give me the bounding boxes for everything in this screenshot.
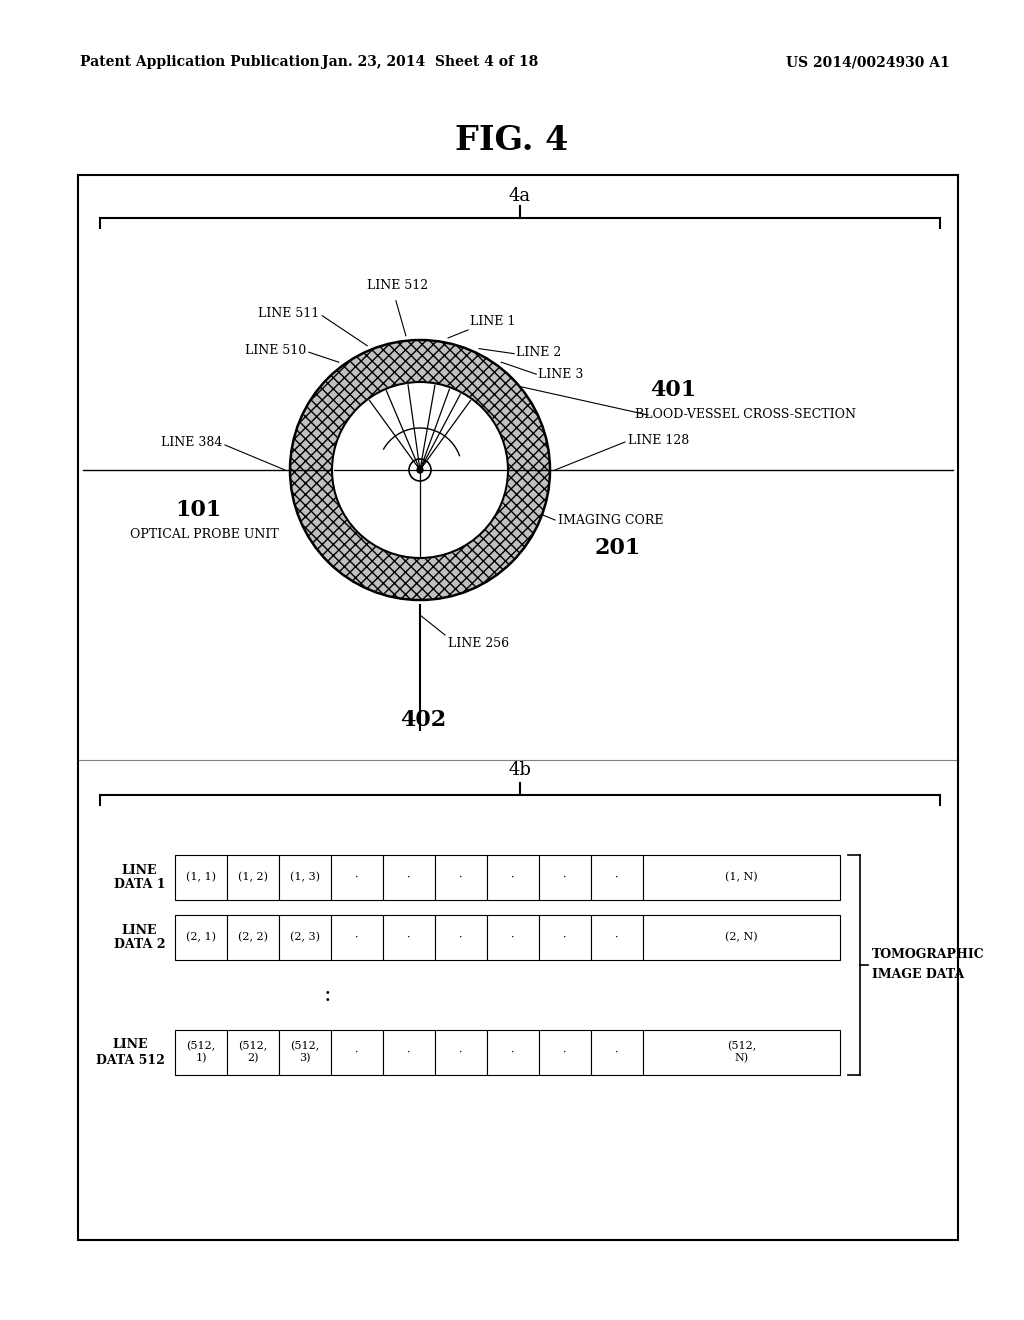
Text: TOMOGRAPHIC: TOMOGRAPHIC bbox=[872, 949, 985, 961]
Bar bbox=[435, 855, 487, 900]
Bar bbox=[591, 855, 643, 900]
Circle shape bbox=[290, 341, 550, 601]
Text: ·: · bbox=[563, 873, 566, 883]
Bar bbox=[539, 915, 591, 960]
Text: LINE 511: LINE 511 bbox=[258, 308, 319, 321]
Text: ·: · bbox=[615, 1048, 618, 1057]
Text: ·: · bbox=[459, 932, 463, 942]
Bar bbox=[331, 1030, 383, 1074]
Bar bbox=[227, 1030, 279, 1074]
Bar bbox=[539, 855, 591, 900]
Text: (512,
2): (512, 2) bbox=[239, 1041, 267, 1064]
Text: :: : bbox=[324, 983, 331, 1006]
Text: (1, N): (1, N) bbox=[725, 873, 758, 883]
Circle shape bbox=[332, 381, 508, 558]
Text: LINE 512: LINE 512 bbox=[368, 280, 428, 292]
Text: ·: · bbox=[408, 873, 411, 883]
Text: (2, 3): (2, 3) bbox=[290, 932, 319, 942]
Text: ·: · bbox=[459, 873, 463, 883]
Text: (2, 1): (2, 1) bbox=[186, 932, 216, 942]
Circle shape bbox=[409, 459, 431, 480]
Bar bbox=[487, 855, 539, 900]
Bar bbox=[383, 855, 435, 900]
Text: FIG. 4: FIG. 4 bbox=[456, 124, 568, 157]
Text: 4b: 4b bbox=[509, 762, 531, 779]
Text: Patent Application Publication: Patent Application Publication bbox=[80, 55, 319, 69]
Text: ·: · bbox=[563, 932, 566, 942]
Bar bbox=[175, 915, 227, 960]
Bar bbox=[643, 855, 840, 900]
Text: BLOOD-VESSEL CROSS-SECTION: BLOOD-VESSEL CROSS-SECTION bbox=[635, 408, 856, 421]
Bar bbox=[487, 915, 539, 960]
Bar bbox=[383, 915, 435, 960]
Text: ·: · bbox=[511, 1048, 515, 1057]
Text: ·: · bbox=[355, 1048, 358, 1057]
Text: 101: 101 bbox=[175, 499, 221, 521]
Text: IMAGING CORE: IMAGING CORE bbox=[558, 513, 664, 527]
Text: Jan. 23, 2014  Sheet 4 of 18: Jan. 23, 2014 Sheet 4 of 18 bbox=[322, 55, 539, 69]
Text: (1, 2): (1, 2) bbox=[238, 873, 268, 883]
Text: LINE 128: LINE 128 bbox=[628, 433, 689, 446]
Text: (1, 3): (1, 3) bbox=[290, 873, 319, 883]
Bar bbox=[175, 855, 227, 900]
Bar bbox=[435, 1030, 487, 1074]
Text: LINE 2: LINE 2 bbox=[516, 346, 561, 359]
Text: 402: 402 bbox=[400, 709, 446, 731]
Text: ·: · bbox=[563, 1048, 566, 1057]
Circle shape bbox=[290, 341, 550, 601]
Text: LINE 510: LINE 510 bbox=[245, 343, 306, 356]
Text: IMAGE DATA: IMAGE DATA bbox=[872, 969, 965, 982]
Bar bbox=[279, 915, 331, 960]
Text: ·: · bbox=[459, 1048, 463, 1057]
Bar bbox=[279, 1030, 331, 1074]
Bar bbox=[175, 1030, 227, 1074]
Bar bbox=[487, 1030, 539, 1074]
Text: (1, 1): (1, 1) bbox=[186, 873, 216, 883]
Bar bbox=[78, 176, 958, 1239]
Text: LINE 384: LINE 384 bbox=[161, 437, 222, 450]
Text: (512,
1): (512, 1) bbox=[186, 1041, 216, 1064]
Text: LINE
DATA 512: LINE DATA 512 bbox=[96, 1039, 165, 1067]
Bar bbox=[227, 855, 279, 900]
Bar bbox=[383, 1030, 435, 1074]
Bar bbox=[539, 1030, 591, 1074]
Text: LINE
DATA 2: LINE DATA 2 bbox=[114, 924, 165, 952]
Text: ·: · bbox=[355, 932, 358, 942]
Bar bbox=[331, 915, 383, 960]
Bar bbox=[279, 855, 331, 900]
Text: ·: · bbox=[408, 932, 411, 942]
Text: LINE 3: LINE 3 bbox=[539, 368, 584, 380]
Text: LINE 256: LINE 256 bbox=[449, 638, 509, 649]
Bar bbox=[591, 915, 643, 960]
Text: 401: 401 bbox=[650, 379, 696, 401]
Bar bbox=[435, 915, 487, 960]
Text: US 2014/0024930 A1: US 2014/0024930 A1 bbox=[786, 55, 950, 69]
Bar bbox=[643, 915, 840, 960]
Text: ·: · bbox=[408, 1048, 411, 1057]
Text: LINE
DATA 1: LINE DATA 1 bbox=[114, 863, 165, 891]
Bar bbox=[227, 915, 279, 960]
Bar bbox=[331, 855, 383, 900]
Bar bbox=[591, 1030, 643, 1074]
Text: (2, 2): (2, 2) bbox=[238, 932, 268, 942]
Text: 201: 201 bbox=[595, 537, 641, 558]
Text: ·: · bbox=[511, 873, 515, 883]
Text: ·: · bbox=[615, 932, 618, 942]
Text: LINE 1: LINE 1 bbox=[470, 315, 515, 327]
Text: ·: · bbox=[355, 873, 358, 883]
Circle shape bbox=[417, 467, 423, 473]
Text: ·: · bbox=[511, 932, 515, 942]
Text: (512,
N): (512, N) bbox=[727, 1041, 756, 1064]
Text: 4a: 4a bbox=[509, 187, 531, 205]
Text: (512,
3): (512, 3) bbox=[291, 1041, 319, 1064]
Text: ·: · bbox=[615, 873, 618, 883]
Text: (2, N): (2, N) bbox=[725, 932, 758, 942]
Text: OPTICAL PROBE UNIT: OPTICAL PROBE UNIT bbox=[130, 528, 279, 541]
Bar bbox=[643, 1030, 840, 1074]
